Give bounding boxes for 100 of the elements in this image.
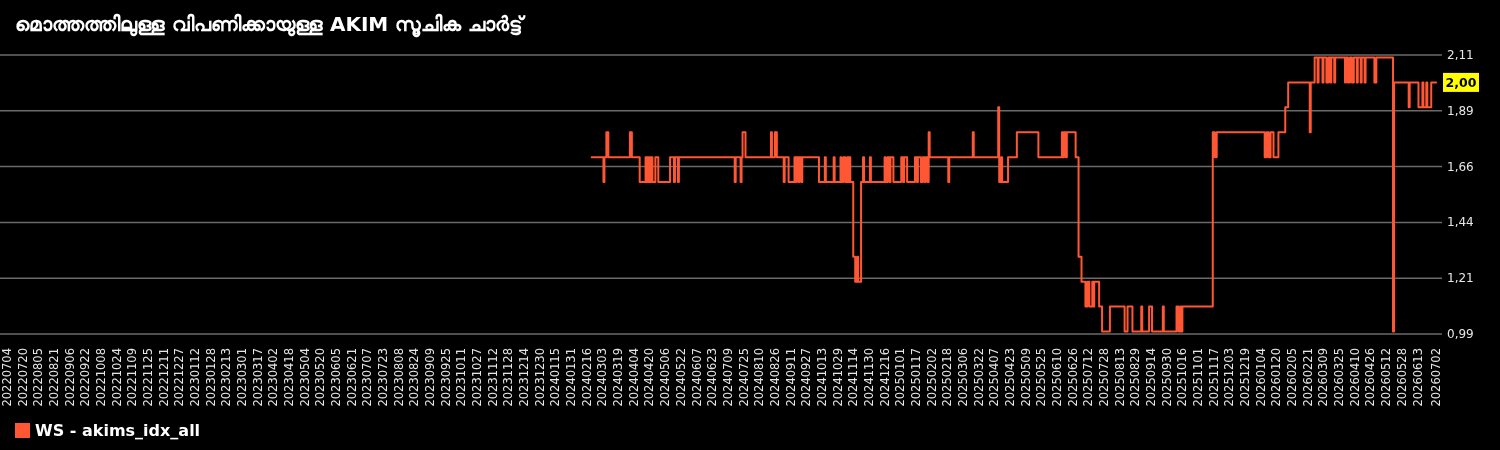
x-tick-label: 20240709 bbox=[720, 348, 735, 407]
x-tick-label: 20230909 bbox=[423, 348, 438, 407]
legend-label: WS - akims_idx_all bbox=[35, 421, 201, 440]
x-tick-label: 20240115 bbox=[548, 348, 563, 407]
x-tick-label: 20260205 bbox=[1285, 348, 1300, 407]
y-tick-label: 0,99 bbox=[1447, 327, 1474, 341]
x-tick-label: 20260120 bbox=[1269, 348, 1284, 407]
x-tick-label: 20240522 bbox=[673, 348, 688, 407]
x-tick-label: 20260325 bbox=[1332, 348, 1347, 407]
x-tick-label: 20250306 bbox=[955, 348, 970, 407]
x-tick-label: 20220704 bbox=[0, 348, 14, 407]
x-tick-label: 20221109 bbox=[125, 348, 140, 407]
x-tick-label: 20230301 bbox=[234, 348, 249, 407]
x-tick-label: 20260104 bbox=[1253, 348, 1268, 407]
x-tick-label: 20230605 bbox=[329, 348, 344, 407]
x-tick-label: 20220906 bbox=[62, 348, 77, 407]
x-tick-label: 20241130 bbox=[861, 348, 876, 407]
x-tick-label: 20250423 bbox=[1002, 348, 1017, 407]
x-tick-label: 20240826 bbox=[767, 348, 782, 407]
x-tick-label: 20221211 bbox=[156, 348, 171, 407]
x-tick-label: 20230402 bbox=[266, 348, 281, 407]
x-tick-label: 20260221 bbox=[1300, 348, 1315, 407]
x-tick-label: 20230925 bbox=[438, 348, 453, 407]
x-tick-label: 20241216 bbox=[877, 348, 892, 407]
x-tick-label: 20230621 bbox=[344, 348, 359, 407]
x-tick-label: 20240319 bbox=[611, 348, 626, 407]
x-tick-label: 20251101 bbox=[1191, 348, 1206, 407]
x-tick-label: 20250407 bbox=[987, 348, 1002, 407]
x-tick-label: 20250218 bbox=[940, 348, 955, 407]
x-tick-label: 20251016 bbox=[1175, 348, 1190, 407]
x-tick-label: 20221008 bbox=[93, 348, 108, 407]
x-tick-label: 20250930 bbox=[1159, 348, 1174, 407]
x-tick-label: 20260426 bbox=[1363, 348, 1378, 407]
x-tick-label: 20240506 bbox=[658, 348, 673, 407]
x-tick-label: 20220821 bbox=[46, 348, 61, 407]
x-tick-label: 20231027 bbox=[470, 348, 485, 407]
x-tick-label: 20240911 bbox=[783, 348, 798, 407]
x-tick-label: 20240303 bbox=[595, 348, 610, 407]
x-tick-label: 20231230 bbox=[532, 348, 547, 407]
x-tick-label: 20260512 bbox=[1379, 348, 1394, 407]
x-tick-label: 20230213 bbox=[219, 348, 234, 407]
x-tick-label: 20250610 bbox=[1050, 348, 1065, 407]
x-tick-label: 20220922 bbox=[78, 348, 93, 407]
x-tick-label: 20220805 bbox=[31, 348, 46, 407]
x-tick-label: 20240607 bbox=[689, 348, 704, 407]
x-tick-label: 20251203 bbox=[1222, 348, 1237, 407]
x-tick-label: 20250101 bbox=[893, 348, 908, 407]
x-tick-label: 20231214 bbox=[517, 348, 532, 407]
x-tick-label: 20250525 bbox=[1034, 348, 1049, 407]
x-tick-label: 20251117 bbox=[1206, 348, 1221, 407]
x-tick-label: 20230520 bbox=[313, 348, 328, 407]
x-tick-label: 20221024 bbox=[109, 348, 124, 407]
x-tick-label: 20231112 bbox=[485, 348, 500, 407]
x-tick-label: 20230723 bbox=[376, 348, 391, 407]
y-tick-label: 2,11 bbox=[1447, 48, 1474, 62]
x-tick-label: 20231011 bbox=[454, 348, 469, 407]
x-tick-label: 20250202 bbox=[924, 348, 939, 407]
x-tick-label: 20221227 bbox=[172, 348, 187, 407]
x-tick-label: 20230707 bbox=[360, 348, 375, 407]
x-tick-label: 20240131 bbox=[564, 348, 579, 407]
x-tick-label: 20240404 bbox=[626, 348, 641, 407]
x-tick-label: 20240810 bbox=[752, 348, 767, 407]
x-tick-label: 20221125 bbox=[140, 348, 155, 407]
x-tick-label: 20230824 bbox=[407, 348, 422, 407]
x-tick-label: 20250509 bbox=[1018, 348, 1033, 407]
y-tick-label: 1,66 bbox=[1447, 159, 1474, 174]
y-tick-label: 1,44 bbox=[1447, 215, 1474, 230]
x-tick-label: 20260410 bbox=[1347, 348, 1362, 407]
x-tick-label: 20230128 bbox=[203, 348, 218, 407]
x-tick-label: 20260702 bbox=[1429, 348, 1444, 407]
x-tick-label: 20240623 bbox=[705, 348, 720, 407]
x-tick-label: 20230808 bbox=[391, 348, 406, 407]
x-tick-label: 20240725 bbox=[736, 348, 751, 407]
x-tick-label: 20260613 bbox=[1410, 348, 1425, 407]
x-tick-label: 20230418 bbox=[281, 348, 296, 407]
annotation: 2,00 bbox=[1445, 74, 1477, 90]
x-tick-label: 20240216 bbox=[579, 348, 594, 407]
x-tick-label: 20231128 bbox=[501, 348, 516, 407]
y-tick-label: 1,21 bbox=[1447, 271, 1474, 286]
x-tick-label: 20230317 bbox=[250, 348, 265, 407]
x-tick-label: 20250728 bbox=[1097, 348, 1112, 407]
x-tick-label: 20241029 bbox=[830, 348, 845, 407]
x-tick-label: 20260528 bbox=[1394, 348, 1409, 407]
x-tick-label: 20250914 bbox=[1144, 348, 1159, 407]
x-tick-label: 20241114 bbox=[846, 348, 861, 407]
x-tick-label: 20251219 bbox=[1238, 348, 1253, 407]
x-tick-label: 20250117 bbox=[908, 348, 923, 407]
x-tick-label: 20230112 bbox=[187, 348, 202, 407]
chart-title: മൊത്തത്തിലുള്ള വിപണിക്കായുള്ള AKIM സൂചിക ചാർട്ട് bbox=[15, 12, 527, 38]
x-tick-label: 20240927 bbox=[799, 348, 814, 407]
x-tick-label: 20250829 bbox=[1128, 348, 1143, 407]
x-tick-label: 20250626 bbox=[1065, 348, 1080, 407]
y-tick-label: 1,89 bbox=[1447, 103, 1474, 118]
x-tick-label: 20240420 bbox=[642, 348, 657, 407]
x-tick-label: 20230504 bbox=[297, 348, 312, 407]
x-tick-label: 20260309 bbox=[1316, 348, 1331, 407]
x-tick-label: 20241013 bbox=[814, 348, 829, 407]
x-tick-label: 20250322 bbox=[971, 348, 986, 407]
x-tick-label: 20250712 bbox=[1081, 348, 1096, 407]
x-tick-label: 20220720 bbox=[15, 348, 30, 407]
